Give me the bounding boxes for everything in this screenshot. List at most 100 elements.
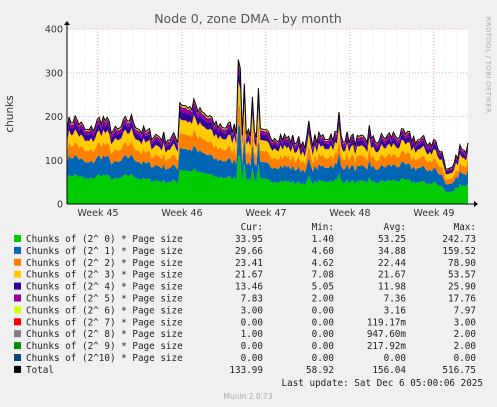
legend-value-cur: 33.95	[235, 234, 263, 245]
legend-value-min: 0.00	[312, 353, 334, 364]
munin-version: Munin 2.0.73	[223, 392, 272, 401]
y-tick-label: 200	[45, 112, 63, 123]
area-series-6	[67, 59, 468, 170]
legend-swatch	[14, 258, 21, 266]
legend-swatch	[14, 306, 21, 314]
y-tick-label: 100	[45, 156, 63, 167]
legend-value-cur: 29.66	[235, 246, 263, 257]
legend-value-max: 53.57	[448, 270, 476, 281]
legend-value-avg: 11.98	[378, 282, 406, 293]
legend-series-name: Total	[26, 365, 54, 376]
legend-swatch	[14, 235, 21, 242]
legend-value-min: 58.92	[306, 365, 334, 376]
legend-value-min: 5.05	[312, 282, 334, 293]
legend-value-max: 3.00	[454, 317, 476, 328]
legend-value-max: 2.00	[454, 341, 476, 352]
legend-value-avg: 217.92m	[367, 341, 407, 352]
area-series-5	[67, 62, 468, 172]
legend-value-cur: 0.00	[241, 317, 263, 328]
legend-value-min: 0.00	[312, 341, 334, 352]
legend-value-max: 78.90	[448, 258, 476, 269]
legend-swatch	[14, 246, 21, 254]
legend-value-max: 7.97	[454, 305, 476, 316]
legend-value-avg: 53.25	[378, 234, 406, 245]
legend-value-cur: 3.00	[241, 305, 263, 316]
legend-header-min: Min:	[312, 222, 334, 233]
stacked-areas	[66, 59, 469, 204]
y-tick-label: 0	[57, 200, 63, 211]
legend-value-min: 2.00	[312, 294, 334, 305]
legend-series-name: Chunks of (2^ 9) * Page size	[26, 341, 183, 352]
area-series-3	[67, 81, 468, 180]
legend-header-max: Max:	[454, 222, 476, 233]
legend-value-max: 159.52	[442, 246, 476, 257]
legend-value-avg: 7.36	[384, 294, 406, 305]
legend-swatch	[14, 282, 21, 290]
legend-series-name: Chunks of (2^ 4) * Page size	[26, 282, 183, 293]
legend-series-name: Chunks of (2^ 6) * Page size	[26, 305, 183, 316]
legend-value-min: 0.00	[312, 329, 334, 340]
y-tick-label: 400	[45, 25, 63, 36]
legend-value-min: 7.08	[312, 270, 334, 281]
legend-value-min: 0.00	[312, 317, 334, 328]
legend-value-avg: 21.67	[378, 270, 406, 281]
legend-series-name: Chunks of (2^ 0) * Page size	[26, 234, 183, 245]
legend-swatch	[14, 294, 21, 302]
x-tick-label: Week 49	[413, 208, 454, 219]
side-label: RRDTOOL / TOBI OETIKER	[484, 17, 492, 114]
legend-swatch	[14, 342, 21, 350]
x-tick-label: Week 48	[329, 208, 370, 219]
legend-value-min: 4.60	[312, 246, 334, 257]
area-series-0	[67, 154, 468, 204]
y-axis-label: chunks	[4, 95, 16, 132]
total-line	[66, 59, 469, 170]
legend-value-avg: 34.88	[378, 246, 406, 257]
legend-series-name: Chunks of (2^ 8) * Page size	[26, 329, 183, 340]
x-tick-label: Week 47	[245, 208, 286, 219]
legend-value-avg: 156.04	[372, 365, 406, 376]
y-tick-label: 300	[45, 68, 63, 79]
legend-value-max: 242.73	[442, 234, 476, 245]
legend-value-avg: 3.16	[384, 305, 406, 316]
legend-value-max: 17.76	[448, 294, 476, 305]
legend-series-name: Chunks of (2^ 1) * Page size	[26, 246, 183, 257]
legend-swatch	[14, 318, 21, 326]
legend-series-name: Chunks of (2^ 3) * Page size	[26, 270, 183, 281]
area-series-2	[67, 101, 468, 185]
legend-value-min: 1.40	[312, 234, 334, 245]
legend-value-cur: 7.83	[241, 294, 263, 305]
chart-title: Node 0, zone DMA - by month	[154, 11, 342, 26]
legend-value-cur: 133.99	[229, 365, 263, 376]
legend-value-max: 516.75	[442, 365, 476, 376]
legend-value-cur: 21.67	[235, 270, 263, 281]
legend-swatch	[14, 365, 21, 373]
legend-series-name: Chunks of (2^ 5) * Page size	[26, 294, 183, 305]
legend-value-max: 2.00	[454, 329, 476, 340]
area-series-4	[67, 69, 468, 175]
legend-value-cur: 1.00	[241, 329, 263, 340]
y-axis-arrow-icon	[64, 21, 70, 25]
legend-header-avg: Avg:	[384, 222, 406, 233]
area-series-1	[67, 123, 468, 193]
legend-value-avg: 22.44	[378, 258, 406, 269]
legend-value-min: 0.00	[312, 305, 334, 316]
legend-value-cur: 0.00	[241, 341, 263, 352]
legend-value-max: 25.90	[448, 282, 476, 293]
legend-series-name: Chunks of (2^10) * Page size	[26, 353, 183, 364]
x-axis-arrow-icon	[474, 201, 478, 207]
legend-value-cur: 0.00	[241, 353, 263, 364]
legend-series-name: Chunks of (2^ 7) * Page size	[26, 317, 183, 328]
legend-value-avg: 0.00	[384, 353, 406, 364]
axes: 0 100 200 300 400 Week 45 Week 46 Week 47 Week 4…	[45, 21, 478, 219]
x-tick-label: Week 46	[161, 208, 202, 219]
legend-value-cur: 13.46	[235, 282, 263, 293]
legend-header-cur: Cur:	[241, 222, 263, 233]
legend-value-avg: 119.17m	[367, 317, 407, 328]
legend: Cur: Min: Avg: Max: Chunks of (2^ 0) * Page …	[14, 222, 476, 376]
legend-value-min: 4.62	[312, 258, 334, 269]
legend-value-cur: 23.41	[235, 258, 263, 269]
last-update: Last update: Sat Dec 6 05:00:06 2025	[282, 378, 484, 389]
legend-value-max: 0.00	[454, 353, 476, 364]
